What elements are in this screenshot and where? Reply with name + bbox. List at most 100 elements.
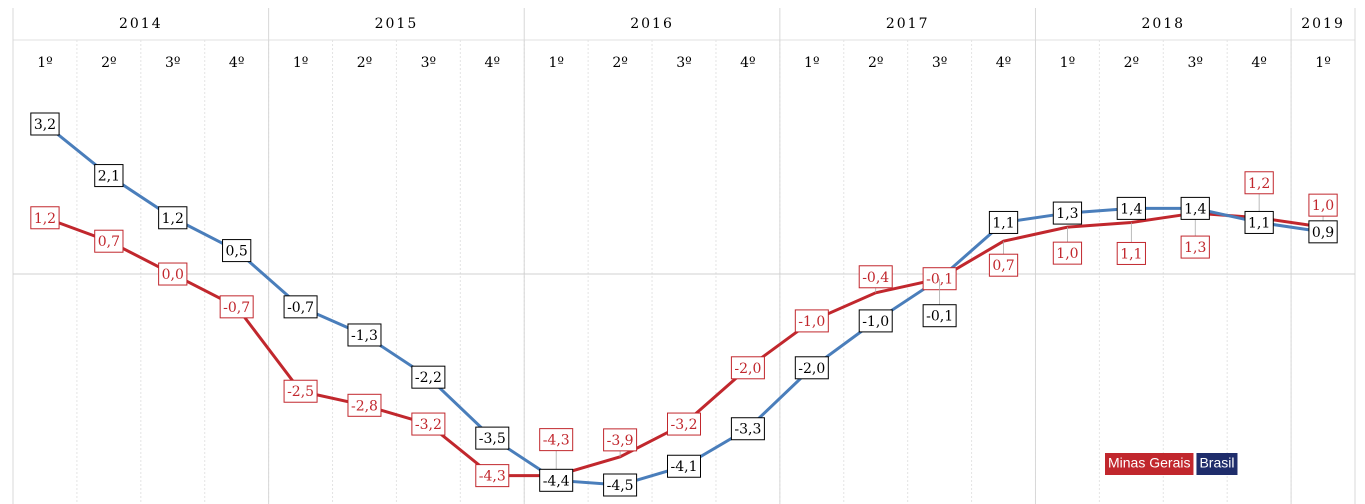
x-tick-label: 2º (612, 55, 628, 71)
data-label-box (411, 412, 446, 436)
data-label-text: -4,4 (543, 473, 570, 489)
data-label: 1,3 (1180, 235, 1210, 259)
data-label: 1,2 (1244, 171, 1274, 195)
data-label: 1,1 (1244, 210, 1274, 234)
x-tick-label: 3º (1187, 55, 1203, 71)
data-label: -4,1 (667, 454, 701, 478)
data-label-text: 1,4 (1120, 201, 1142, 217)
data-label: 0,7 (988, 253, 1019, 277)
data-label: -3,5 (475, 426, 510, 450)
data-label: -1,3 (347, 323, 382, 347)
data-label-text: -4,3 (479, 469, 506, 485)
data-label-text: 1,2 (162, 211, 184, 227)
data-label-text: -4,5 (607, 478, 634, 494)
data-label-text: -0,7 (287, 300, 314, 316)
data-label-box (603, 428, 638, 452)
x-tick-label: 2º (1124, 55, 1140, 71)
data-label-box (283, 295, 318, 319)
data-label-box (667, 412, 701, 436)
data-label: -3,2 (411, 412, 446, 436)
data-label-text: -3,3 (734, 422, 761, 438)
data-label-text: 1,2 (1248, 176, 1270, 192)
data-label-text: -1,0 (798, 314, 825, 330)
data-label-text: 1,3 (1056, 206, 1078, 222)
data-label-box (1116, 196, 1146, 220)
data-label: -0,1 (922, 304, 957, 328)
data-label-box (158, 206, 188, 230)
data-label: -4,5 (603, 473, 638, 497)
data-label-text: -2,0 (734, 361, 761, 377)
data-label-box (858, 309, 893, 333)
year-label: 2014 (119, 16, 163, 32)
data-label: 1,4 (1180, 196, 1210, 220)
x-tick-label: 2º (101, 55, 117, 71)
data-label: 1,1 (988, 210, 1019, 234)
data-label: 1,4 (1116, 196, 1146, 220)
data-label: 1,2 (158, 206, 188, 230)
data-label: -3,9 (603, 428, 638, 452)
data-label-box (988, 253, 1019, 277)
data-label: -3,2 (667, 412, 701, 436)
data-label-text: 1,1 (1120, 246, 1142, 262)
data-label: 0,5 (222, 239, 252, 263)
legend-swatch (1196, 453, 1238, 475)
data-label-box (475, 464, 510, 488)
legend-swatch (1105, 453, 1194, 475)
x-tick-label: 1º (1060, 55, 1076, 71)
data-label-box (1180, 235, 1210, 259)
year-label: 2016 (630, 16, 674, 32)
data-label-box (411, 365, 446, 389)
x-tick-label: 4º (1251, 55, 1267, 71)
data-label-box (603, 473, 638, 497)
data-label-text: 0,9 (1312, 225, 1334, 241)
data-label-text: 1,2 (34, 211, 56, 227)
data-label-box (1308, 220, 1338, 244)
data-label-text: -2,8 (351, 398, 378, 414)
data-label-text: 0,0 (162, 267, 184, 283)
x-tick-label: 4º (996, 55, 1012, 71)
data-label-text: -4,1 (671, 459, 698, 475)
data-label-text: -0,7 (223, 300, 250, 316)
data-label-text: -2,0 (798, 361, 825, 377)
data-label: 1,1 (1116, 241, 1146, 265)
data-label-text: -4,3 (543, 433, 570, 449)
data-label-box (347, 323, 382, 347)
x-tick-label: 3º (421, 55, 437, 71)
data-label-text: 3,2 (34, 117, 56, 133)
x-tick-label: 4º (229, 55, 245, 71)
data-label: 0,7 (94, 229, 124, 253)
data-label-text: -3,5 (479, 431, 506, 447)
data-label: -3,3 (730, 417, 765, 441)
data-label: -4,4 (539, 468, 574, 492)
legend-item: Minas Gerais (1105, 453, 1194, 475)
data-label: -0,7 (283, 295, 318, 319)
data-label-box (347, 393, 382, 417)
data-label-box (30, 112, 60, 136)
data-label-text: -1,0 (862, 314, 889, 330)
data-label: -2,2 (411, 365, 446, 389)
data-label-box (1052, 241, 1083, 265)
data-label: 2,1 (94, 164, 124, 188)
x-tick-label: 1º (37, 55, 53, 71)
data-label: -1,0 (858, 309, 893, 333)
data-label-box (94, 229, 124, 253)
data-label-text: -3,2 (671, 417, 698, 433)
data-label: -4,3 (475, 464, 510, 488)
x-tick-label: 1º (1315, 55, 1331, 71)
data-label-text: 2,1 (98, 169, 120, 185)
data-label-box (667, 454, 701, 478)
data-label-box (1244, 171, 1274, 195)
data-label-box (1308, 193, 1338, 217)
x-tick-label: 1º (804, 55, 820, 71)
data-label: 1,0 (1052, 241, 1083, 265)
data-label: -4,3 (539, 428, 574, 452)
x-tick-label: 2º (868, 55, 884, 71)
data-label-box (988, 210, 1019, 234)
data-label-text: 1,3 (1184, 240, 1206, 256)
data-label: -0,4 (858, 265, 893, 289)
data-label-box (219, 295, 254, 319)
data-label-text: 1,4 (1184, 201, 1206, 217)
data-label-box (1116, 241, 1146, 265)
data-label-box (475, 426, 510, 450)
data-label-box (158, 262, 188, 286)
